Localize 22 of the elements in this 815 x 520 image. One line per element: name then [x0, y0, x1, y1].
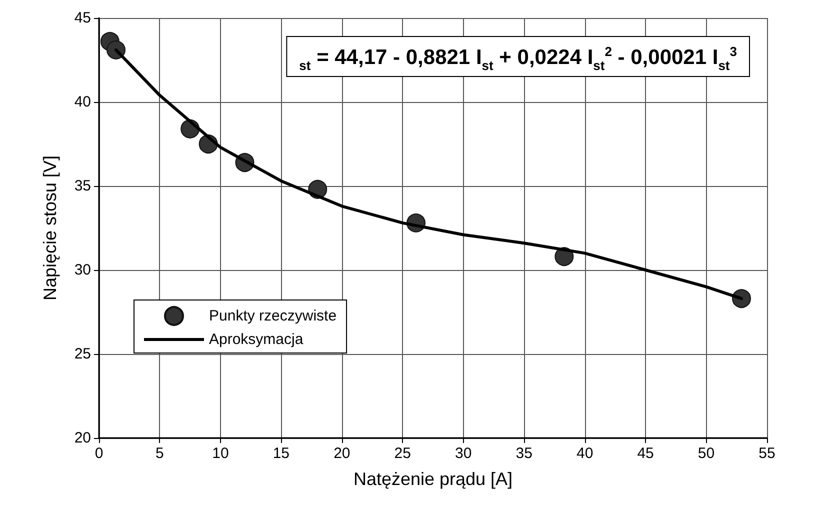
y-tick-label: 30: [74, 262, 91, 278]
x-tick-label: 5: [156, 445, 164, 462]
y-tick-label: 25: [74, 346, 91, 362]
x-tick-label: 50: [698, 445, 715, 462]
y-tick-label: 20: [74, 430, 91, 446]
x-tick-label: 30: [455, 445, 472, 462]
x-tick-label: 10: [212, 445, 229, 462]
x-axis-title: Natężenie prądu [A]: [353, 469, 513, 489]
y-tick-label: 45: [74, 10, 91, 26]
y-axis-title: Napięcie stosu [V]: [40, 155, 60, 301]
x-tick-label: 40: [576, 445, 594, 462]
x-tick-label: 55: [758, 445, 776, 462]
x-tick-label: 35: [516, 445, 532, 462]
y-tick-label: 40: [74, 94, 91, 110]
y-tick-label: 35: [74, 178, 91, 194]
x-tick-label: 15: [272, 445, 290, 462]
x-tick-label: 0: [94, 445, 104, 462]
x-tick-label: 45: [637, 445, 654, 462]
x-tick-label: 25: [394, 445, 411, 462]
x-tick-label: 20: [334, 445, 350, 462]
legend-label: Aproksymacja: [209, 331, 304, 348]
legend-label: Punkty rzeczywiste: [209, 308, 337, 324]
